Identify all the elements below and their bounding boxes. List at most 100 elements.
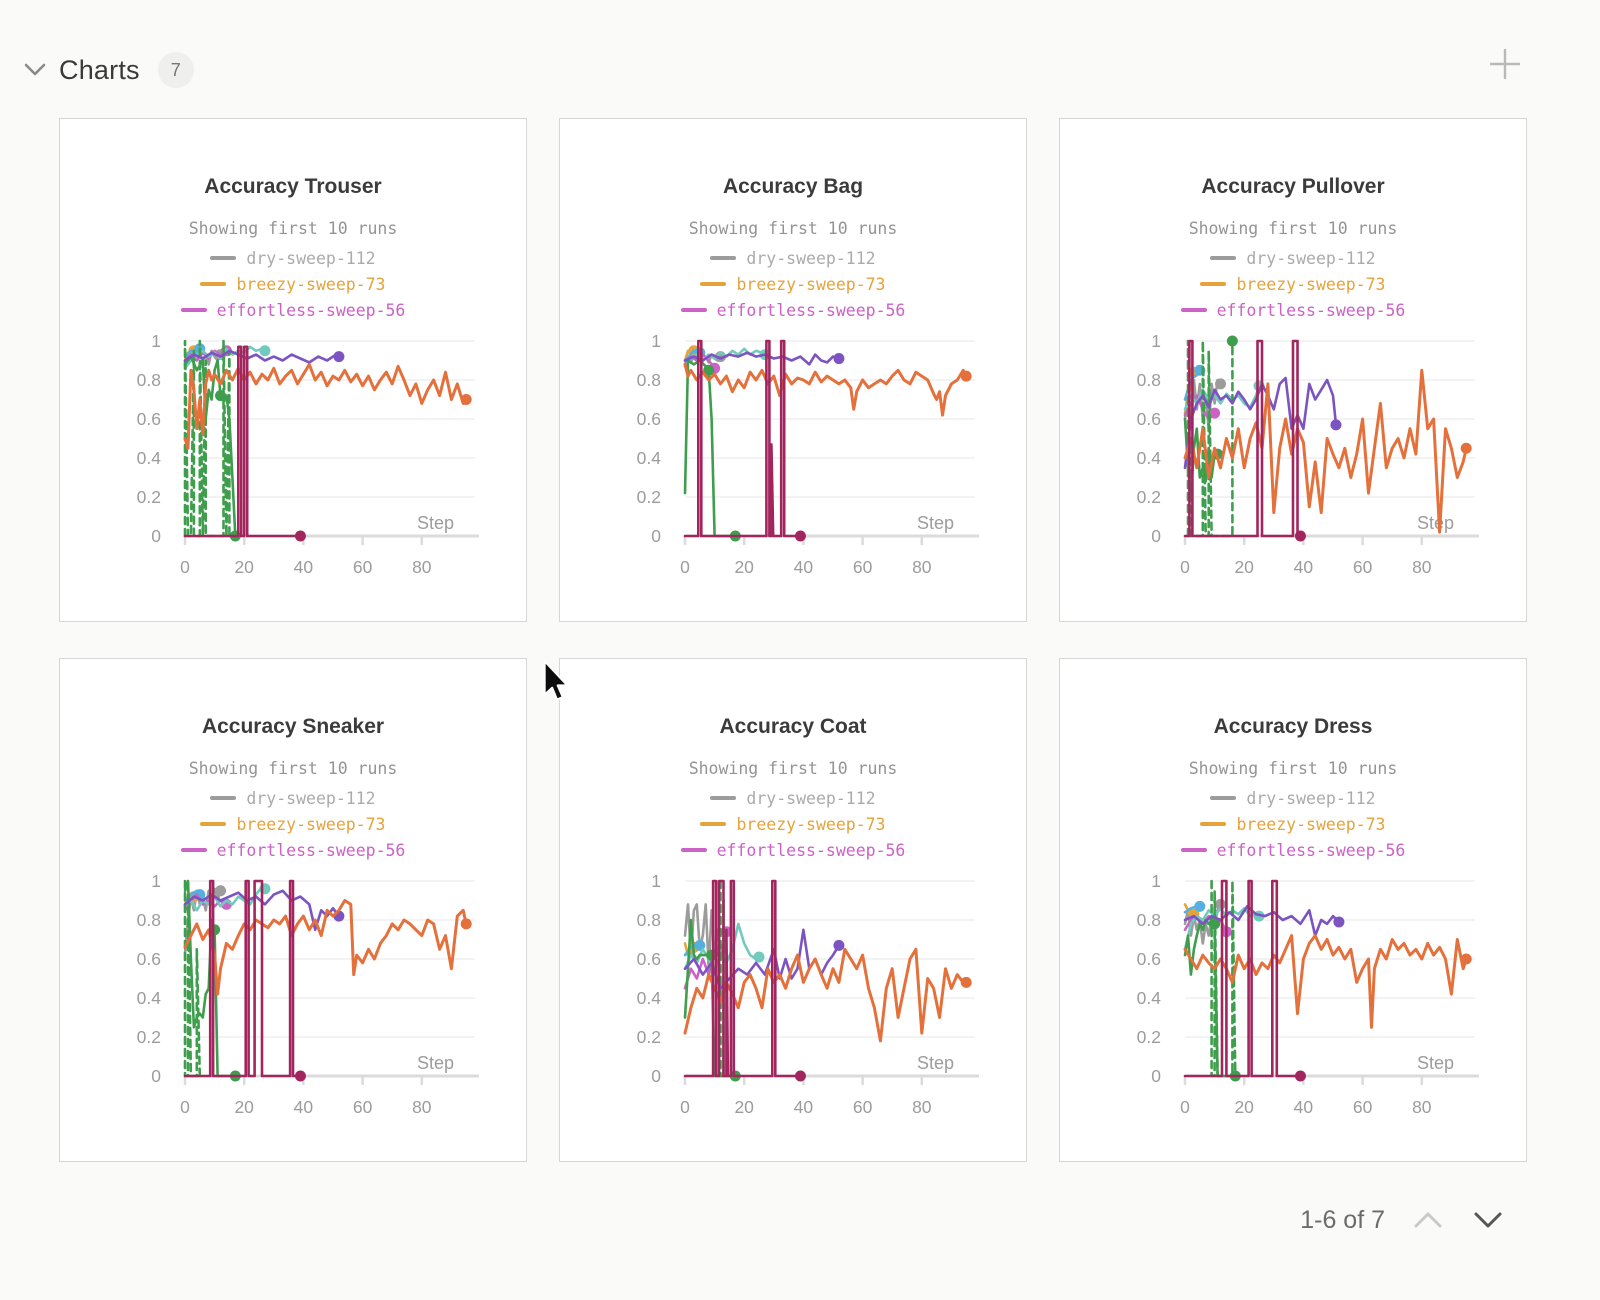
legend-run-name: breezy-sweep-73 (736, 274, 886, 294)
legend-swatch (1180, 308, 1207, 312)
svg-text:40: 40 (294, 557, 314, 577)
chart-card[interactable]: Accuracy Sneaker Showing first 10 runs d… (59, 658, 527, 1162)
chevron-down-icon[interactable] (24, 63, 46, 77)
charts-pagination: 1-6 of 7 (1300, 1198, 1505, 1242)
svg-text:40: 40 (794, 557, 814, 577)
svg-text:60: 60 (853, 1097, 873, 1117)
legend-entry: effortless-sweep-56 (1060, 837, 1526, 863)
legend-heading: Showing first 10 runs (1188, 759, 1398, 778)
legend-entry: effortless-sweep-56 (1060, 297, 1526, 323)
legend-entry: dry-sweep-112 (560, 785, 1026, 811)
svg-text:1: 1 (151, 331, 161, 351)
svg-text:80: 80 (1412, 557, 1432, 577)
chart-card[interactable]: Accuracy Coat Showing first 10 runs dry-… (559, 658, 1027, 1162)
chart-plot-area[interactable]: 1 0.8 0.6 0.4 0.2 00 20 40 60 80 Step (1062, 329, 1522, 589)
chart-card[interactable]: Accuracy Bag Showing first 10 runs dry-s… (559, 118, 1027, 622)
svg-text:0: 0 (1151, 1066, 1161, 1086)
svg-text:0: 0 (1180, 557, 1190, 577)
legend-run-name: dry-sweep-112 (1246, 248, 1376, 268)
legend-run-name: effortless-sweep-56 (1216, 300, 1406, 320)
chart-plot-area[interactable]: 1 0.8 0.6 0.4 0.2 00 20 40 60 80 Step (562, 869, 1022, 1129)
legend-run-name: breezy-sweep-73 (236, 274, 386, 294)
chart-card[interactable]: Accuracy Trouser Showing first 10 runs d… (59, 118, 527, 622)
svg-text:0: 0 (180, 1097, 190, 1117)
chart-count-badge: 7 (157, 52, 194, 88)
section-title: Charts (59, 54, 140, 85)
svg-text:80: 80 (412, 1097, 432, 1117)
svg-text:60: 60 (853, 557, 873, 577)
svg-text:0.6: 0.6 (1137, 949, 1161, 969)
legend-swatch (700, 282, 727, 286)
legend-swatch (180, 308, 207, 312)
legend-swatch (1200, 822, 1227, 826)
svg-text:0: 0 (151, 526, 161, 546)
svg-text:20: 20 (234, 557, 254, 577)
svg-text:80: 80 (412, 557, 432, 577)
legend-swatch (200, 822, 227, 826)
chart-legend: dry-sweep-112 breezy-sweep-73 effortless-s… (1060, 785, 1526, 863)
chart-plot-area[interactable]: 1 0.8 0.6 0.4 0.2 00 20 40 60 80 Step (62, 329, 522, 589)
chart-card[interactable]: Accuracy Pullover Showing first 10 runs … (1059, 118, 1527, 622)
pagination-next-button[interactable] (1471, 1208, 1505, 1232)
svg-text:1: 1 (1151, 871, 1161, 891)
legend-heading: Showing first 10 runs (188, 219, 398, 238)
legend-run-name: breezy-sweep-73 (236, 814, 386, 834)
chart-plot-area[interactable]: 1 0.8 0.6 0.4 0.2 00 20 40 60 80 Step (562, 329, 1022, 589)
svg-text:0.4: 0.4 (137, 988, 162, 1008)
legend-entry: effortless-sweep-56 (60, 837, 526, 863)
legend-run-name: effortless-sweep-56 (216, 300, 406, 320)
svg-text:0.2: 0.2 (637, 487, 661, 507)
svg-text:0.8: 0.8 (637, 370, 661, 390)
chart-plot-area[interactable]: 1 0.8 0.6 0.4 0.2 00 20 40 60 80 Step (1062, 869, 1522, 1129)
svg-text:0: 0 (680, 557, 690, 577)
legend-entry: dry-sweep-112 (1060, 785, 1526, 811)
svg-text:60: 60 (1353, 1097, 1373, 1117)
chart-card[interactable]: Accuracy Dress Showing first 10 runs dry… (1059, 658, 1527, 1162)
legend-heading: Showing first 10 runs (1188, 219, 1398, 238)
svg-text:Step: Step (1417, 513, 1454, 533)
svg-text:80: 80 (1412, 1097, 1432, 1117)
legend-run-name: breezy-sweep-73 (1236, 274, 1386, 294)
svg-text:1: 1 (151, 871, 161, 891)
legend-run-name: dry-sweep-112 (1246, 788, 1376, 808)
legend-run-name: dry-sweep-112 (746, 248, 876, 268)
svg-text:0.8: 0.8 (637, 910, 661, 930)
svg-text:40: 40 (1294, 1097, 1314, 1117)
svg-text:60: 60 (353, 557, 373, 577)
svg-text:1: 1 (651, 331, 661, 351)
legend-swatch (680, 848, 707, 852)
svg-text:20: 20 (734, 557, 754, 577)
chart-legend: dry-sweep-112 breezy-sweep-73 effortless-s… (560, 785, 1026, 863)
legend-swatch (700, 822, 727, 826)
svg-text:0.6: 0.6 (137, 949, 161, 969)
svg-text:0.4: 0.4 (137, 448, 162, 468)
chart-legend: dry-sweep-112 breezy-sweep-73 effortless-s… (60, 245, 526, 323)
legend-swatch (1200, 282, 1227, 286)
add-chart-button[interactable] (1483, 42, 1527, 86)
chevron-up-icon (1414, 1212, 1442, 1228)
legend-swatch (180, 848, 207, 852)
svg-text:0.8: 0.8 (137, 910, 161, 930)
legend-run-name: dry-sweep-112 (246, 248, 376, 268)
legend-entry: dry-sweep-112 (560, 245, 1026, 271)
svg-text:0: 0 (1151, 526, 1161, 546)
svg-text:0: 0 (1180, 1097, 1190, 1117)
pagination-prev-button[interactable] (1411, 1208, 1445, 1232)
svg-text:0.8: 0.8 (1137, 910, 1161, 930)
chart-title: Accuracy Sneaker (201, 715, 385, 738)
svg-text:0.8: 0.8 (1137, 370, 1161, 390)
svg-text:20: 20 (234, 1097, 254, 1117)
svg-text:0.2: 0.2 (137, 1027, 161, 1047)
svg-text:0.2: 0.2 (1137, 487, 1161, 507)
chart-title: Accuracy Dress (1213, 715, 1373, 738)
legend-entry: breezy-sweep-73 (60, 811, 526, 837)
chart-plot-area[interactable]: 1 0.8 0.6 0.4 0.2 00 20 40 60 80 Step (62, 869, 522, 1129)
svg-text:20: 20 (1234, 557, 1254, 577)
svg-text:1: 1 (651, 871, 661, 891)
svg-text:0.8: 0.8 (137, 370, 161, 390)
legend-entry: dry-sweep-112 (60, 245, 526, 271)
svg-text:20: 20 (1234, 1097, 1254, 1117)
legend-entry: dry-sweep-112 (60, 785, 526, 811)
svg-text:20: 20 (734, 1097, 754, 1117)
chart-title: Accuracy Pullover (1201, 175, 1385, 198)
